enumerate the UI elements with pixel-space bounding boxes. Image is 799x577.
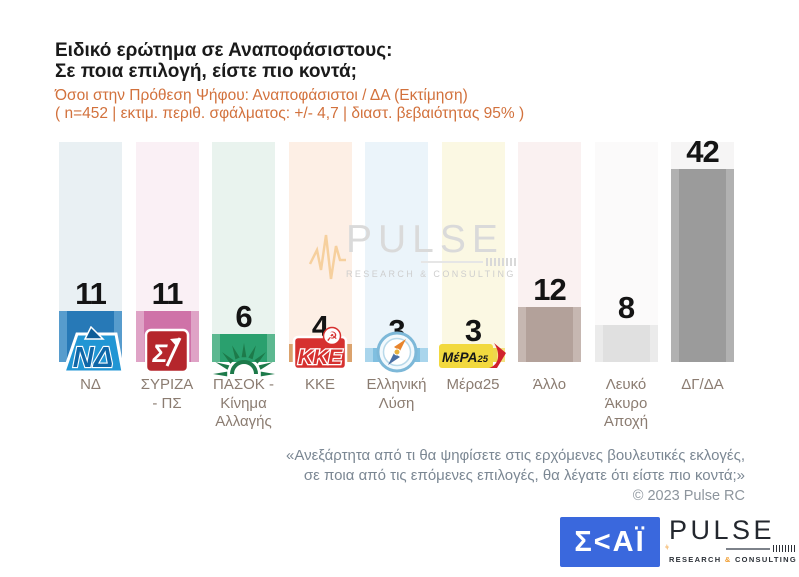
- value-label: 42: [686, 134, 719, 169]
- column-background: [365, 142, 428, 362]
- quote-line2: σε ποια από τις επόμενες επιλογές, θα λέ…: [303, 467, 745, 484]
- elliniki-lysi-logo: [375, 330, 419, 374]
- bar-chart: 11 ΝΔ ΝΔ 11 ΣΥΡΙΖΑ - ΠΣ Σ 6 ΠΑΣΟΚ - Κίνημα Αλλ…: [59, 135, 734, 430]
- bar: [671, 169, 734, 362]
- survey-question-quote: «Ανεξάρτητα από τι θα ψηφίσετε στις ερχό…: [286, 446, 745, 486]
- category-label: ΚΚΕ: [304, 376, 335, 393]
- value-label: 6: [235, 299, 252, 334]
- chart-column-7: 12 Άλλο: [518, 142, 581, 393]
- chart-column-8: 8 Λευκό Άκυρο Αποχή: [594, 142, 658, 430]
- svg-text:ΚΚΕ: ΚΚΕ: [298, 346, 343, 369]
- subtitle-line2: ( n=452 | εκτιμ. περιθ. σφάλματος: +/- 4…: [55, 105, 525, 122]
- pulse-logo-barcode-icon: [773, 545, 797, 552]
- category-label: Ελληνική Λύση: [366, 376, 427, 412]
- chart-column-6: 3 Μέρα25 ΜέΡΑ25: [439, 142, 506, 393]
- title-line2: Σε ποια επιλογή, είστε πιο κοντά;: [55, 61, 357, 82]
- chart-column-9: 42 ΔΓ/ΔΑ: [671, 135, 734, 393]
- column-background: [212, 142, 275, 362]
- mera25-logo: ΜέΡΑ25: [439, 339, 507, 371]
- category-label: ΣΥΡΙΖΑ - ΠΣ: [140, 376, 194, 412]
- svg-text:ΝΔ: ΝΔ: [72, 342, 112, 374]
- value-label: 3: [464, 313, 482, 348]
- value-label: 11: [75, 276, 107, 311]
- value-label: 12: [533, 272, 566, 307]
- skai-logo-text: Σ<ΑΪ: [574, 525, 646, 558]
- pasok-logo: [211, 327, 277, 377]
- column-background: [441, 142, 505, 362]
- svg-text:☭: ☭: [326, 329, 338, 344]
- value-label: 8: [617, 290, 635, 325]
- chart-column-1: 11 ΝΔ ΝΔ: [59, 142, 125, 393]
- chart-column-2: 11 ΣΥΡΙΖΑ - ΠΣ Σ: [135, 142, 199, 412]
- bar: [518, 307, 581, 362]
- pulse-logo-waveform-icon: [665, 544, 669, 550]
- chart-column-3: 6 ΠΑΣΟΚ - Κίνημα Αλλαγής: [212, 142, 275, 430]
- bar: [594, 325, 658, 362]
- subtitle: Όσοι στην Πρόθεση Ψήφου: Αναποφάσιστοι /…: [55, 87, 524, 123]
- pulse-logo: PULSE RESEARCH & CONSULTING: [665, 513, 797, 571]
- title-line1: Ειδικό ερώτημα σε Αναποφάσιστους:: [55, 40, 393, 61]
- category-label: ΝΔ: [80, 376, 101, 393]
- value-label: 11: [151, 276, 184, 311]
- category-label: Μέρα25: [446, 376, 500, 393]
- category-label: ΠΑΣΟΚ - Κίνημα Αλλαγής: [213, 376, 274, 430]
- chart-column-5: 3 Ελληνική Λύση: [365, 142, 428, 412]
- svg-text:Σ: Σ: [152, 340, 169, 368]
- skai-logo: Σ<ΑΪ: [560, 517, 660, 567]
- page-title: Ειδικό ερώτημα σε Αναποφάσιστους: Σε ποι…: [55, 40, 392, 82]
- svg-text:ΜέΡΑ25: ΜέΡΑ25: [442, 350, 489, 365]
- copyright: © 2023 Pulse RC: [632, 488, 745, 504]
- kke-logo: ☭ ΚΚΕ: [292, 326, 348, 372]
- subtitle-line1: Όσοι στην Πρόθεση Ψήφου: Αναποφάσιστοι /…: [55, 87, 468, 104]
- pulse-logo-text: PULSE: [668, 515, 776, 545]
- chart-column-4: 4 ΚΚΕ ☭ ΚΚΕ: [288, 142, 352, 393]
- pulse-logo-rule: [726, 547, 770, 550]
- quote-line1: «Ανεξάρτητα από τι θα ψηφίσετε στις ερχό…: [286, 447, 745, 464]
- pulse-logo-subtext: RESEARCH & CONSULTING: [668, 555, 797, 564]
- category-label: Λευκό Άκυρο Αποχή: [603, 376, 649, 430]
- nd-logo: ΝΔ: [54, 325, 128, 376]
- syriza-logo: Σ: [144, 328, 190, 374]
- category-label: Άλλο: [532, 376, 567, 393]
- category-label: ΔΓ/ΔΑ: [681, 376, 724, 393]
